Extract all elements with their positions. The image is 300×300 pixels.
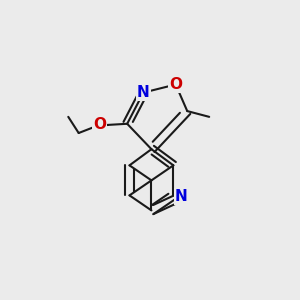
Text: N: N xyxy=(175,189,188,204)
Text: O: O xyxy=(169,77,182,92)
Text: O: O xyxy=(93,117,106,132)
Text: N: N xyxy=(137,85,150,100)
